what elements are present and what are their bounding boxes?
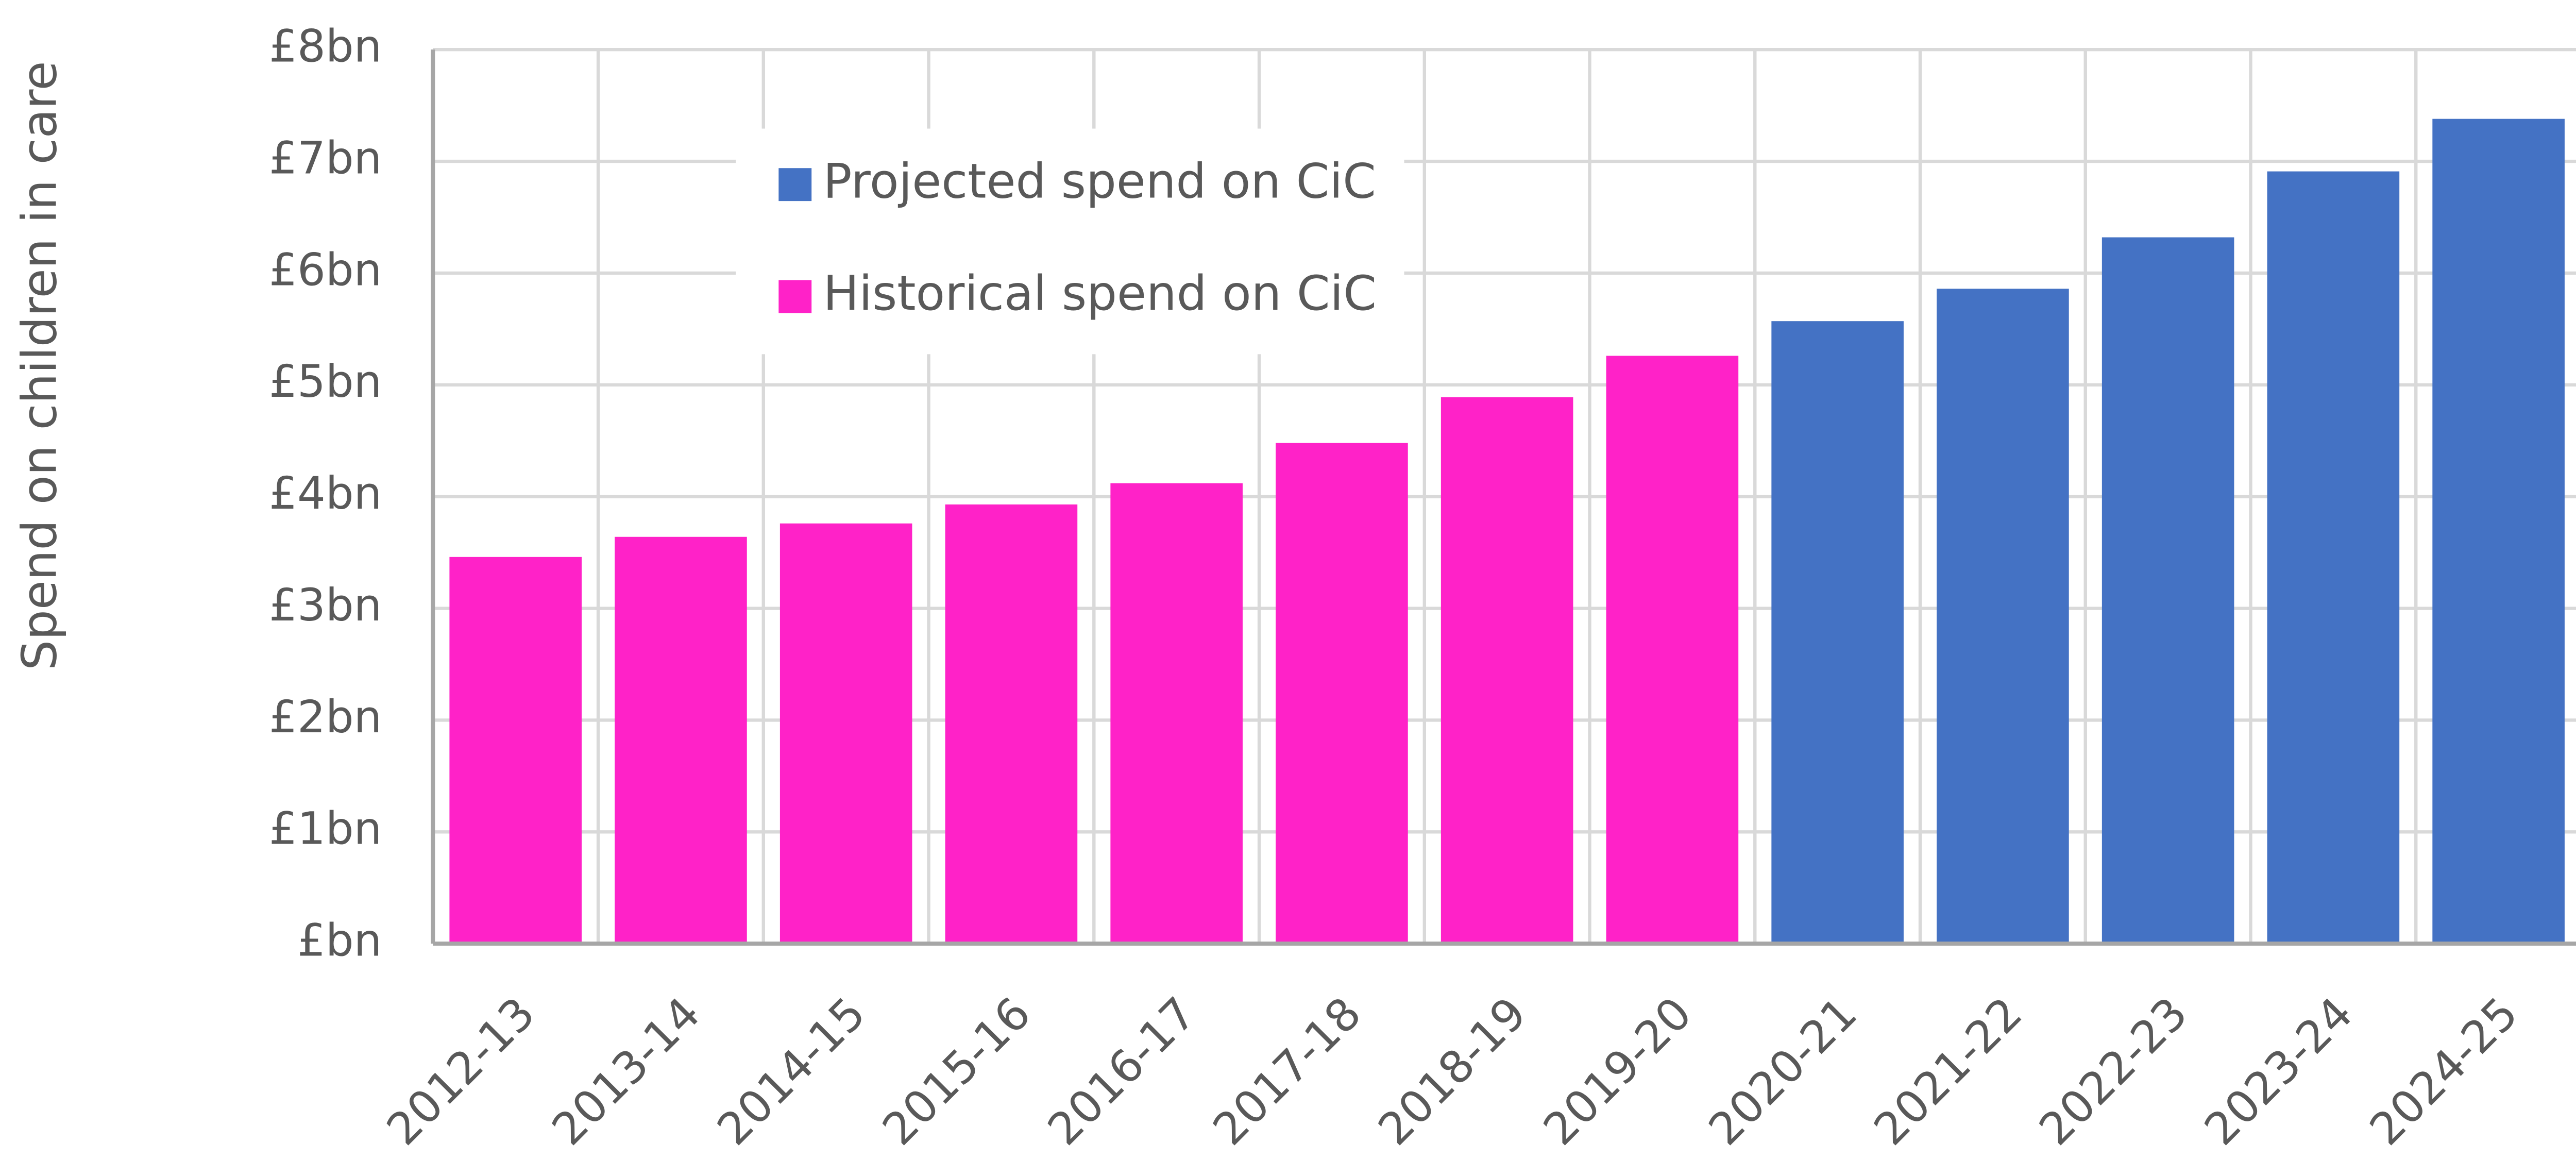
- y-tick-label: £8bn: [269, 21, 382, 73]
- x-tick-label: 2019-20: [1534, 987, 1702, 1155]
- bar: [945, 504, 1078, 944]
- bar: [449, 557, 582, 944]
- x-tick-label: 2020-21: [1699, 987, 1867, 1155]
- bar: [1771, 321, 1904, 944]
- y-tick-label: £2bn: [269, 692, 382, 743]
- bar: [2432, 119, 2565, 944]
- bar: [1440, 397, 1573, 944]
- bar: [1110, 483, 1243, 944]
- x-tick-label: 2021-22: [1865, 987, 2032, 1155]
- y-tick-label: £6bn: [269, 244, 382, 296]
- x-tick-label: 2015-16: [873, 987, 1041, 1155]
- x-tick-label: 2022-23: [2030, 987, 2198, 1155]
- x-tick-label: 2012-13: [377, 987, 545, 1155]
- x-tick-label: 2014-15: [708, 987, 876, 1155]
- y-tick-label: £5bn: [269, 356, 382, 408]
- x-tick-label: 2017-18: [1204, 987, 1371, 1155]
- bar: [1276, 443, 1408, 944]
- legend-label: Projected spend on CiC: [823, 154, 1376, 209]
- y-tick-label: £1bn: [269, 803, 382, 855]
- legend-swatch: [778, 280, 812, 313]
- bar: [615, 536, 747, 944]
- y-tick-label: £7bn: [269, 132, 382, 184]
- legend-box: [736, 128, 1404, 355]
- bar: [779, 523, 912, 944]
- bar: [1606, 356, 1739, 944]
- y-tick-label: £3bn: [269, 580, 382, 631]
- bar: [1937, 289, 2069, 944]
- y-tick-label: £4bn: [269, 468, 382, 519]
- x-tick-label: 2016-17: [1038, 987, 1206, 1155]
- bar: [2102, 237, 2234, 944]
- y-axis-label: Spend on children in care: [11, 61, 67, 670]
- legend-label: Historical spend on CiC: [823, 265, 1377, 321]
- x-tick-label: 2023-24: [2195, 987, 2363, 1155]
- x-tick-label: 2013-14: [543, 987, 710, 1155]
- legend-swatch: [778, 168, 812, 201]
- bar: [2267, 171, 2400, 944]
- x-tick-label: 2018-19: [1369, 987, 1537, 1155]
- x-tick-label: 2024-25: [2360, 987, 2528, 1155]
- y-tick-label: £bn: [297, 915, 382, 967]
